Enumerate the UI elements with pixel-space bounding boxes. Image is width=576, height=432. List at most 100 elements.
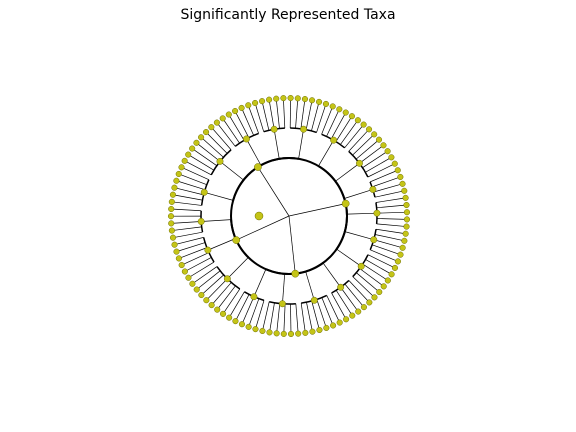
leaf-node: [219, 115, 226, 122]
leaf-node: [323, 324, 330, 331]
tree-edge: [340, 120, 359, 145]
tree-edge: [335, 163, 360, 182]
tree-edge: [326, 295, 340, 323]
tree-edge: [300, 99, 306, 129]
clade-node: [310, 296, 318, 304]
clade-node: [330, 136, 338, 144]
leaf-node: [238, 104, 245, 111]
tree-edge: [246, 138, 262, 166]
clade-node: [356, 159, 363, 167]
tree-edge: [205, 131, 228, 154]
leaf-node: [371, 131, 378, 138]
tree-edge: [241, 107, 254, 136]
leaf-node: [388, 154, 395, 161]
leaf-node: [375, 136, 383, 143]
leaf-node: [185, 274, 192, 281]
clade-node: [232, 236, 241, 244]
leaf-node: [360, 121, 367, 128]
tree-edge: [326, 109, 340, 137]
tree-edge: [201, 219, 232, 222]
tree-edge: [269, 302, 275, 333]
tree-edge: [268, 99, 275, 130]
tree-edge: [335, 290, 353, 316]
leaf-node: [401, 237, 408, 244]
tree-edge: [340, 287, 359, 312]
tree-edge: [344, 189, 373, 199]
tree-edge: [374, 190, 405, 198]
tree-edge: [255, 300, 265, 330]
tree-edge: [352, 276, 375, 298]
leaf-node: [403, 223, 410, 230]
leaf-node: [273, 330, 280, 337]
tree-edge: [336, 248, 362, 267]
tree-edge: [178, 173, 207, 185]
leaf-node: [309, 328, 316, 335]
tree-edge: [346, 212, 377, 215]
tree-edge: [373, 183, 403, 193]
tree-edge: [228, 114, 245, 141]
leaf-node: [403, 209, 410, 216]
tree-edge: [200, 137, 224, 158]
leaf-node: [198, 134, 205, 141]
leaf-node: [168, 227, 175, 234]
leaf-node: [342, 109, 349, 116]
tree-edge: [322, 262, 341, 288]
leaf-node: [391, 160, 398, 167]
leaf-node: [355, 308, 362, 315]
tree-edge: [331, 112, 347, 140]
leaf-node: [294, 95, 301, 102]
tree-edge: [376, 223, 407, 227]
leaf-node: [167, 213, 175, 220]
leaf-node: [189, 280, 196, 287]
tree-edge: [376, 204, 407, 209]
clade-node: [254, 163, 262, 171]
leaf-node: [225, 111, 232, 118]
tree-edge: [184, 160, 212, 176]
leaf-node: [185, 151, 192, 158]
tree-edge: [247, 105, 259, 134]
tree-edge: [375, 228, 406, 235]
tree-edge: [288, 203, 346, 217]
tree-edge: [196, 142, 221, 162]
leaf-node: [403, 201, 410, 209]
clade-node: [204, 246, 212, 254]
leaf-node: [384, 148, 391, 155]
leaf-node: [266, 96, 273, 103]
leaf-node: [366, 126, 373, 133]
leaf-node: [336, 319, 343, 326]
leaf-node: [397, 173, 404, 181]
tree-edge: [262, 301, 270, 332]
tree-edge: [181, 252, 210, 266]
clade-node: [369, 185, 377, 193]
tree-edge: [348, 280, 370, 303]
clade-node: [337, 283, 345, 291]
leaf-node: [259, 98, 266, 105]
clade-node: [291, 269, 300, 278]
leaf-node: [399, 180, 406, 187]
tree-edge: [367, 163, 395, 178]
leaf-node: [175, 255, 182, 262]
tree-edge: [373, 239, 403, 249]
tree-edge: [188, 261, 215, 279]
leaf-node: [213, 119, 220, 126]
leaf-node: [181, 268, 188, 275]
tree-edge: [371, 176, 401, 188]
tree-edge: [356, 272, 380, 293]
leaf-node: [349, 312, 356, 319]
leaf-node: [259, 327, 266, 335]
tree-edge: [211, 282, 232, 306]
tree-edge: [222, 118, 240, 144]
tree-edge: [206, 278, 228, 301]
tree-edge: [222, 288, 241, 315]
tree-edge: [216, 122, 236, 147]
tree-edge: [359, 145, 384, 164]
tree-edge: [306, 302, 313, 332]
leaf-node: [402, 194, 409, 201]
tree-edge: [192, 266, 218, 285]
tree-edge: [367, 254, 396, 269]
leaf-node: [169, 191, 176, 198]
leaf-node: [287, 94, 294, 102]
leaf-node: [376, 288, 383, 296]
tree-edge: [248, 298, 260, 327]
